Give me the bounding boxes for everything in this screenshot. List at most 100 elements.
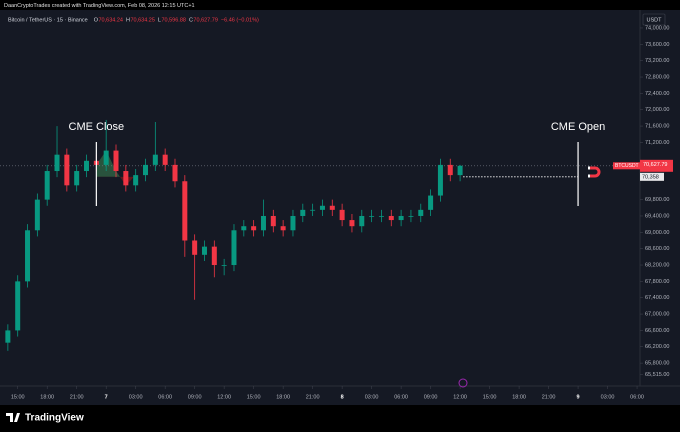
x-tick-label: 15:00 [483,394,497,400]
y-tick-label: 68,200.00 [645,262,669,268]
x-tick-label: 09:00 [188,394,202,400]
candle-body [408,215,414,217]
y-tick-label: 72,800.00 [645,74,669,80]
legend-key: C [189,17,193,23]
candle-body [260,215,266,231]
y-tick-label: 74,000.00 [645,25,669,31]
y-tick-label: 73,600.00 [645,42,669,48]
x-tick-label: 18:00 [512,394,526,400]
y-tick-label: 69,400.00 [645,213,669,219]
legend: Bitcoin / TetherUS · 15 · Binance O 70,634… [8,17,259,23]
footer-bar [0,405,680,432]
candle-body [74,171,80,186]
candle-body [25,230,31,282]
y-tick-label: 67,400.00 [645,295,669,301]
candle-body [418,209,424,216]
legend-title: Bitcoin / TetherUS · 15 · Binance [8,17,88,23]
candle-body [133,175,139,186]
symbol-tag-label: BTCUSDT [615,163,639,169]
x-tick-label: 18:00 [276,394,290,400]
x-tick-label: 12:00 [217,394,231,400]
x-tick-label: 15:00 [247,394,261,400]
candle-body [290,215,296,231]
candle-body [241,226,247,231]
candle-body [201,246,207,255]
annotation-text: CME Open [551,121,605,133]
x-tick-label: 03:00 [129,394,143,400]
legend-change: −6.46 (−0.01%) [221,17,259,23]
x-tick-label: 8 [341,394,344,400]
y-tick-label: 66,600.00 [645,328,669,334]
candle-body [349,220,355,227]
currency-box [642,13,666,26]
candle-body [428,195,434,210]
x-tick-label: 21:00 [306,394,320,400]
y-tick-label: 67,000.00 [645,312,669,318]
legend-key: O [94,17,99,23]
y-tick-label: 69,800.00 [645,197,669,203]
candle-body [359,215,365,227]
x-tick-label: 21:00 [542,394,556,400]
candle-body [329,205,335,210]
legend-key: H [126,17,130,23]
candle-body [44,171,50,200]
price-label-box [640,159,673,172]
y-tick-label: 67,800.00 [645,279,669,285]
level-label: 70,358 [642,174,659,180]
y-tick-label: 71,200.00 [645,140,669,146]
candle-body [457,165,463,176]
candle-body [319,205,325,210]
header-text: DaanCryptoTrades created with TradingVie… [4,3,195,9]
candle-body [447,164,453,176]
candle-body [142,164,148,176]
candle-body [103,150,109,165]
logo-mark [6,413,20,422]
y-tick-label: 72,000.00 [645,107,669,113]
candle-body [5,330,11,343]
currency: USDT [647,17,663,23]
candle-body [162,154,168,165]
y-tick-label: 68,600.00 [645,246,669,252]
plot: CME Close CME Open [0,119,640,351]
chart-bg [0,10,680,405]
axes: 74,000.00 73,600.00 73,200.00 72,800.00 72,4… [11,25,673,400]
header-bar [0,0,680,10]
y-tick-label: 65,800.00 [645,361,669,367]
legend-value: 70,596.88 [161,17,185,23]
candle-body [398,215,404,221]
candle-body [113,150,119,172]
x-tick-label: 7 [105,394,108,400]
candle-body [280,226,286,231]
footer-brand: TradingView [25,413,84,424]
candle-body [172,164,178,182]
x-tick-label: 03:00 [365,394,379,400]
y-tick-label: 71,600.00 [645,124,669,130]
x-tick-label: 18:00 [40,394,54,400]
magnet-icon [588,166,601,178]
candle-body [221,265,227,266]
x-tick-label: 9 [577,394,580,400]
candle-body [300,209,306,216]
x-tick-label: 21:00 [70,394,84,400]
candle-body [34,199,40,231]
y-tick-label: 65,515.00 [645,372,669,378]
event-icon [458,378,468,388]
x-tick-label: 09:00 [424,394,438,400]
price-label: 70,627.79 [643,162,667,168]
candle-body [182,181,188,241]
y-tick-label: 73,200.00 [645,58,669,64]
annotation-text: CME Close [69,121,125,133]
x-tick-label: 06:00 [630,394,644,400]
candle-body [211,246,217,266]
tv-logo [6,413,20,422]
y-tick-label: 69,000.00 [645,230,669,236]
candle-body [339,209,345,221]
x-tick-label: 15:00 [11,394,25,400]
legend-value: 70,627.79 [193,17,217,23]
symbol-tag [613,162,640,170]
legend-key: L [158,17,161,23]
x-tick-label: 12:00 [453,394,467,400]
candle-body [388,215,394,221]
candle-body [251,226,257,231]
